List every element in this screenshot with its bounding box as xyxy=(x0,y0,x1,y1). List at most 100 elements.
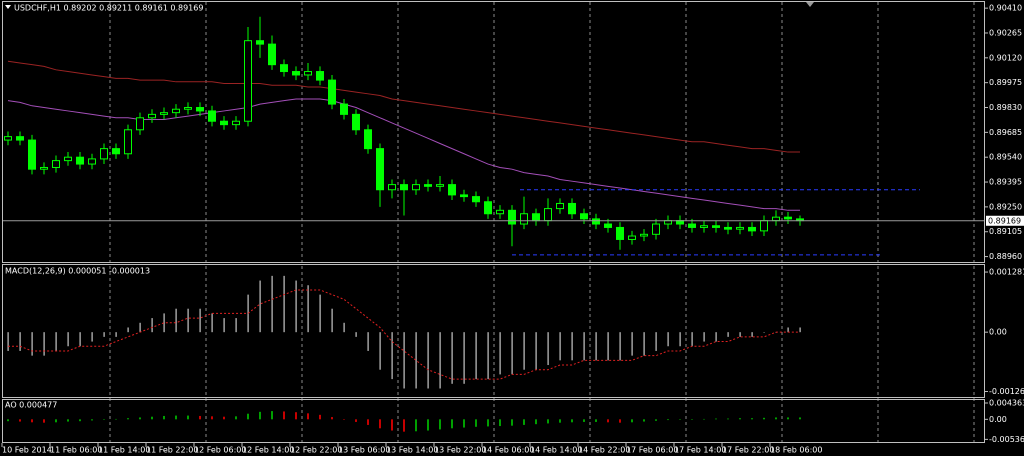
candle-body xyxy=(52,160,60,168)
candle-body xyxy=(208,110,216,122)
macd-bar xyxy=(199,308,201,333)
ao-bar xyxy=(607,419,609,423)
candle-body xyxy=(472,196,480,203)
candle-body xyxy=(196,107,204,112)
candle-body xyxy=(364,129,372,150)
candle-body xyxy=(436,184,444,187)
macd-bar xyxy=(787,327,789,333)
candle-body xyxy=(136,117,144,131)
macd-bar xyxy=(163,313,165,333)
ao-bar xyxy=(691,419,693,420)
macd-bar xyxy=(43,332,45,356)
macd-bar xyxy=(451,332,453,384)
ao-bar xyxy=(403,419,405,432)
candle-body xyxy=(244,40,252,122)
macd-bar xyxy=(91,332,93,342)
macd-bar xyxy=(511,332,513,375)
candle-body xyxy=(256,40,264,45)
candle-body xyxy=(532,213,540,222)
y-tick-label: 0.89975 xyxy=(989,78,1022,87)
macd-bar xyxy=(259,280,261,333)
ao-bar xyxy=(307,413,309,420)
ao-bar xyxy=(391,419,393,431)
macd-bar xyxy=(175,308,177,333)
candle-body xyxy=(184,107,192,110)
ao-bar xyxy=(235,416,237,420)
candle-body xyxy=(580,213,588,220)
y-tick-label: 0.88960 xyxy=(989,252,1022,261)
macd-bar xyxy=(607,332,609,361)
candle-body xyxy=(76,156,84,165)
macd-bar xyxy=(751,332,753,337)
last-price-label: 0.89169 xyxy=(988,216,1021,225)
candle-body xyxy=(340,103,348,115)
ao-bar xyxy=(175,415,177,420)
y-tick-label: 0.001281 xyxy=(989,268,1024,277)
macd-bar xyxy=(631,332,633,356)
ao-bar xyxy=(427,419,429,431)
macd-bar xyxy=(379,332,381,370)
macd-bar xyxy=(115,332,117,337)
ao-bar xyxy=(787,417,789,420)
ao-bar xyxy=(127,418,129,420)
ao-bar xyxy=(115,418,117,420)
candle-body xyxy=(316,71,324,81)
x-tick-label: 12 Feb 06:00 xyxy=(194,446,246,455)
macd-bar xyxy=(223,318,225,333)
macd-bar xyxy=(67,332,69,347)
ao-bar xyxy=(799,417,801,420)
macd-panel-frame xyxy=(2,264,985,398)
candle-body xyxy=(724,226,732,230)
candle-body xyxy=(748,226,756,232)
y-tick-label: 0.89540 xyxy=(989,153,1022,162)
x-tick-label: 14 Feb 14:00 xyxy=(530,446,582,455)
ao-bar xyxy=(463,419,465,428)
y-tick-label: 0.89830 xyxy=(989,103,1022,112)
candle-body xyxy=(592,218,600,225)
x-tick-label: 14 Feb 22:00 xyxy=(578,446,630,455)
collapse-icon[interactable] xyxy=(5,5,11,9)
candle-body xyxy=(328,79,336,105)
macd-bar xyxy=(187,308,189,333)
ao-bar xyxy=(775,417,777,420)
ao-bar xyxy=(715,418,717,420)
ao-bar xyxy=(163,415,165,420)
ao-bar xyxy=(319,414,321,420)
macd-bar xyxy=(367,332,369,351)
candle-body xyxy=(568,202,576,215)
ao-bar xyxy=(31,419,33,423)
ao-bar xyxy=(343,419,345,420)
y-tick-label: -0.001264 xyxy=(989,387,1024,396)
ao-bar xyxy=(187,415,189,420)
ao-panel-frame xyxy=(2,399,985,443)
candle-body xyxy=(268,43,276,66)
candle-body xyxy=(40,166,48,170)
candle-body xyxy=(556,202,564,210)
ao-bar xyxy=(151,416,153,420)
macd-bar xyxy=(727,332,729,337)
macd-bar xyxy=(595,332,597,361)
x-tick-label: 11 Feb 22:00 xyxy=(146,446,198,455)
macd-bar xyxy=(127,327,129,333)
macd-bar xyxy=(415,332,417,389)
y-tick-label: 0.90120 xyxy=(989,53,1022,62)
macd-bar xyxy=(439,332,441,389)
y-tick-label: 0.90410 xyxy=(989,4,1022,13)
ao-bar xyxy=(451,419,453,429)
shift-marker[interactable] xyxy=(806,2,814,7)
ao-bar xyxy=(667,419,669,421)
ao-bar xyxy=(79,419,81,422)
ao-bar xyxy=(67,419,69,422)
candle-body xyxy=(124,129,132,155)
x-tick-label: 12 Feb 22:00 xyxy=(290,446,342,455)
macd-bar xyxy=(715,332,717,342)
ao-bar xyxy=(475,419,477,427)
candle-body xyxy=(736,226,744,230)
candle-body xyxy=(280,64,288,73)
candle-body xyxy=(400,184,408,191)
ao-title: AO 0.000477 xyxy=(5,401,57,410)
ao-bar xyxy=(103,419,105,420)
macd-bar xyxy=(427,332,429,389)
